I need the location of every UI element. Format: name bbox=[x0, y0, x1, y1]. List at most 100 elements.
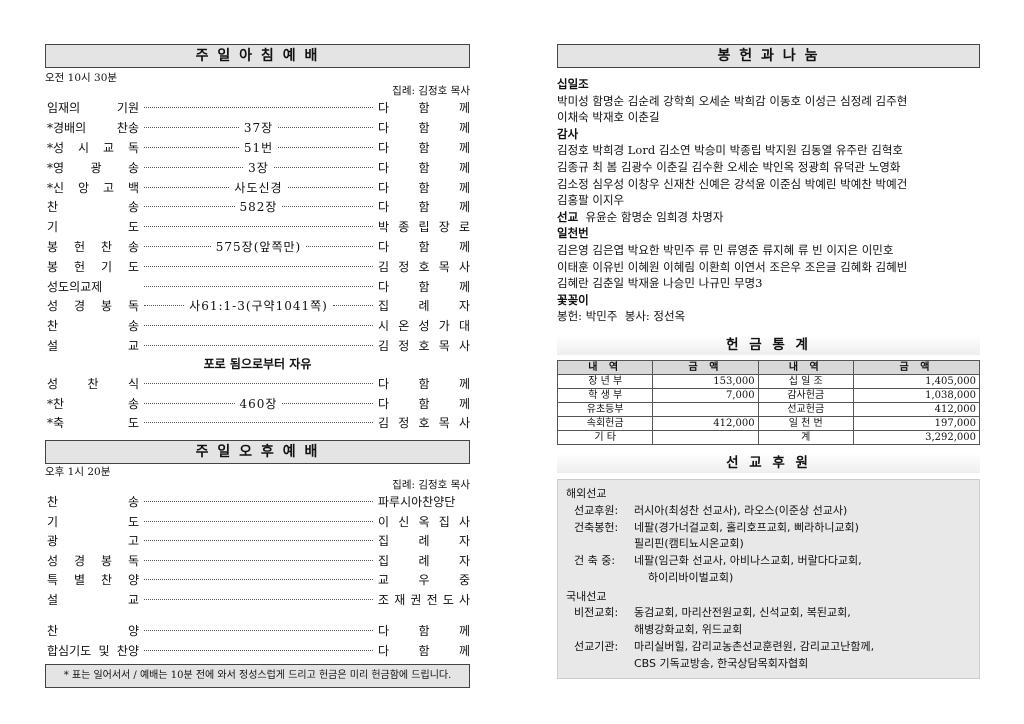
order-leader: 다 함 께 bbox=[378, 624, 470, 638]
dot-leader bbox=[144, 305, 185, 307]
dot-leader bbox=[144, 422, 373, 424]
order-row: 임재의 기원 다 함 께 bbox=[45, 98, 470, 118]
order-label: 성도의교제 bbox=[47, 279, 103, 294]
table-cell: 153,000 bbox=[652, 373, 759, 389]
order-leader: 다 함 께 bbox=[378, 140, 470, 155]
section-header: 봉 헌 과 나 눔 bbox=[557, 44, 980, 68]
order-label: 설 교 bbox=[47, 592, 139, 607]
section-title: 십일조 bbox=[557, 77, 589, 91]
order-label: 찬 양 bbox=[47, 624, 139, 638]
mission-line: 해병강화교회, 위드교회 bbox=[634, 623, 743, 637]
order-label: *신 앙 고 백 bbox=[47, 180, 139, 195]
mission-line: 러시아(최성찬 선교사), 라오스(이준상 선교사) bbox=[634, 503, 848, 517]
dot-leader bbox=[144, 579, 373, 580]
order-row: *성 시 교 독 51번 다 함 께 bbox=[45, 138, 470, 158]
order-label: 성 경 봉 독 bbox=[47, 553, 139, 568]
mission-lines: 동검교회, 마리산전원교회, 신석교회, 복된교회, 해병강화교회, 위드교회 bbox=[634, 605, 851, 639]
footer-note: * 표는 일어서서 / 예배는 10분 전에 와서 정성스럽게 드리고 헌금은 … bbox=[45, 663, 470, 688]
table-cell: 유초등부 bbox=[556, 401, 654, 417]
table-cell: 412,000 bbox=[652, 415, 759, 431]
order-leader: 다 함 께 bbox=[378, 160, 470, 175]
order-row: *신 앙 고 백 사도신경 다 함 께 bbox=[45, 177, 470, 197]
order-row: 찬 송 582장 다 함 께 bbox=[45, 197, 470, 217]
order-leader: 다 함 께 bbox=[378, 200, 471, 215]
section-header: 주 일 아 침 예 배 bbox=[45, 44, 470, 68]
order-leader: 파루시아찬양단 bbox=[378, 495, 456, 509]
dot-leader bbox=[144, 402, 235, 404]
order-leader: 다 함 께 bbox=[378, 643, 470, 658]
dot-leader bbox=[306, 245, 373, 247]
spacer bbox=[45, 609, 470, 621]
order-label: *찬 송 bbox=[47, 396, 139, 411]
table-cell: 속회헌금 bbox=[556, 415, 654, 431]
order-leader: 김 정 호 목 사 bbox=[378, 259, 470, 274]
dot-leader bbox=[144, 245, 211, 247]
table-cell: 412,000 bbox=[852, 401, 981, 417]
order-row: 봉 헌 찬 송 575장(앞쪽만) 다 함 께 bbox=[45, 237, 470, 257]
order-leader: 다 함 께 bbox=[378, 239, 470, 254]
order-row: *영 광 송 3장 다 함 께 bbox=[45, 157, 470, 177]
offering-names: 김혜란 김춘일 박재윤 나승민 나규민 무명3 bbox=[557, 276, 763, 291]
order-leader: 박 종 립 장 로 bbox=[378, 220, 470, 235]
mission-lines: 마리실버힐, 감리교농촌선교훈련원, 감리교고난함께, CBS 기독교방송, 한국… bbox=[634, 639, 874, 673]
order-label: 봉 헌 기 도 bbox=[47, 259, 139, 274]
order-label: 찬 송 bbox=[47, 495, 139, 509]
order-detail: 575장(앞쪽만) bbox=[215, 239, 302, 254]
mission-item: 비전교회: 동검교회, 마리산전원교회, 신석교회, 복된교회, 해병강화교회, 위… bbox=[566, 605, 971, 639]
dot-leader bbox=[282, 206, 374, 208]
order-label: 기 도 bbox=[47, 220, 139, 235]
table-cell: 일 천 번 bbox=[757, 415, 854, 431]
officiant: 집례: 김정호 목사 bbox=[392, 85, 470, 97]
mission-item: 건 축 중: 네팔(임근화 선교사, 아비나스교회, 버랄다다교회, 하이리바이벌… bbox=[566, 553, 971, 587]
order-row: 성 경 봉 독 사61:1-3(구약1041쪽) 집 례 자 bbox=[45, 296, 470, 316]
order-detail: 460장 bbox=[239, 396, 278, 411]
dot-leader bbox=[287, 186, 374, 188]
dot-leader bbox=[144, 382, 373, 384]
dot-leader bbox=[144, 166, 244, 168]
offering-section: 일천번 bbox=[557, 225, 980, 242]
service-time: 오전 10시 30분 bbox=[45, 72, 118, 84]
order-detail: 51번 bbox=[243, 140, 274, 155]
order-label: 성 찬 식 bbox=[47, 376, 139, 391]
table-cell: 감사헌금 bbox=[757, 387, 854, 403]
order-row: 성도의교제 다 함 께 bbox=[45, 276, 470, 296]
order-leader: 집 례 자 bbox=[378, 299, 471, 314]
order-label: 기 도 bbox=[47, 514, 139, 529]
section-title: 일천번 bbox=[557, 226, 589, 241]
order-leader: 집 례 자 bbox=[378, 553, 470, 568]
order-label: 성 경 봉 독 bbox=[47, 299, 139, 314]
order-detail: 3장 bbox=[248, 160, 269, 175]
order-label: *축 도 bbox=[47, 416, 139, 431]
table-cell: 7,000 bbox=[652, 387, 759, 403]
offering-names: 김홍팔 이지우 bbox=[557, 193, 625, 208]
order-label: 찬 송 bbox=[47, 319, 139, 334]
table-cell bbox=[652, 401, 759, 417]
offering-list: 십일조 박미성 함명순 김순례 강학희 오세순 박희감 이동호 이성근 심정례 김… bbox=[557, 76, 980, 325]
mission-group-title: 국내선교 bbox=[566, 589, 607, 603]
mission-line: 하이리바이벌교회) bbox=[634, 570, 734, 584]
dot-leader bbox=[144, 226, 373, 228]
order-leader: 김 정 호 목 사 bbox=[378, 416, 470, 431]
dot-leader bbox=[144, 206, 235, 208]
order-detail: 37장 bbox=[243, 121, 274, 136]
table-cell: 선교헌금 bbox=[757, 401, 854, 417]
order-row: 합심기도 및 찬양 다 함 께 bbox=[45, 640, 470, 660]
order-detail: 사도신경 bbox=[234, 180, 283, 195]
offering-names: 김종규 최 봄 김광수 이춘길 김수환 오세순 박인옥 정광희 유덕관 노영화 bbox=[557, 159, 901, 174]
order-leader: 이 신 옥 집 사 bbox=[378, 514, 470, 529]
order-label: 설 교 bbox=[47, 338, 139, 353]
table-cell: 1,405,000 bbox=[852, 373, 981, 389]
section-title: 감사 bbox=[557, 126, 579, 141]
order-row: *찬 송 460장 다 함 께 bbox=[45, 393, 470, 413]
section-title: 꽃꽂이 bbox=[557, 292, 589, 307]
order-label: *성 시 교 독 bbox=[47, 140, 139, 155]
table-cell bbox=[652, 429, 759, 445]
mission-label: 비전교회: bbox=[574, 606, 619, 620]
mission-line: 동검교회, 마리산전원교회, 신석교회, 복된교회, bbox=[634, 606, 851, 620]
